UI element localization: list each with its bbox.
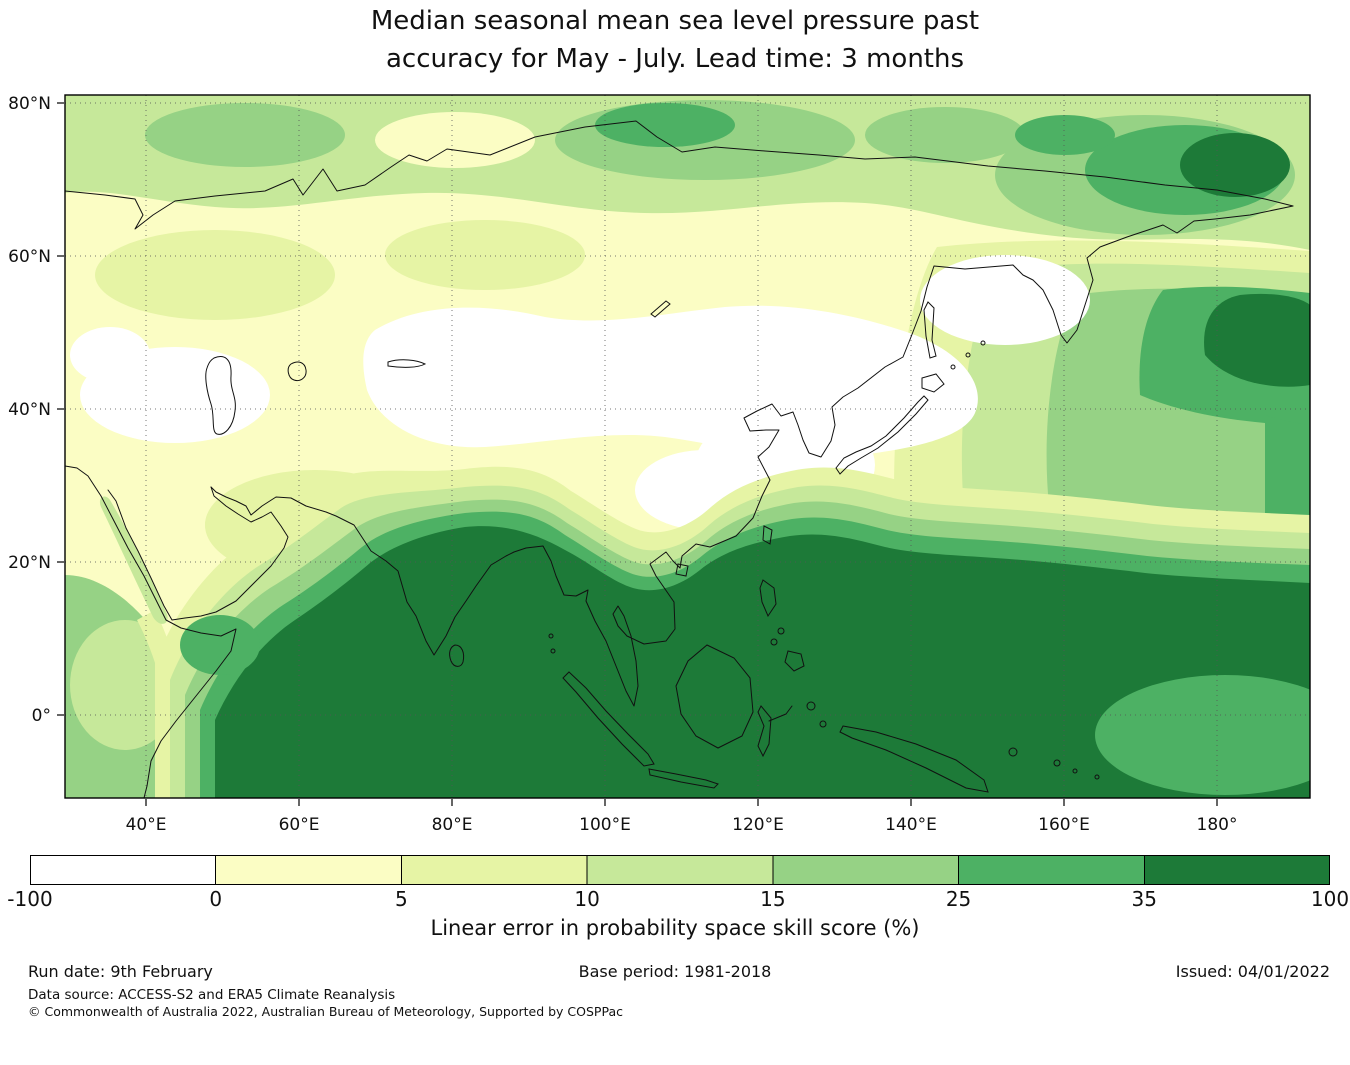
colorbar-segment [30, 855, 217, 885]
solomon-island [1072, 768, 1078, 774]
lon-tick-label: 160°E [1038, 815, 1090, 835]
lon-tick-label: 120°E [732, 815, 784, 835]
map-border [64, 94, 1311, 799]
colorbar [30, 855, 1330, 885]
lon-tick-label: 180° [1197, 815, 1238, 835]
sulawesi-outline [757, 705, 772, 758]
java-outline [648, 768, 719, 789]
colorbar-tick: -100 [7, 887, 53, 911]
japan-honshu-outline [835, 395, 929, 475]
colorbar-caption: Linear error in probability space skill … [430, 916, 920, 940]
colorbar-tick: 10 [574, 887, 600, 911]
latitude-tick-labels: 80°N 60°N 40°N 20°N 0° [8, 94, 51, 726]
new-britain-island [1008, 747, 1018, 757]
longitude-tick-labels: 40°E 60°E 80°E 100°E 120°E 140°E 160°E 1… [126, 815, 1238, 835]
lon-tick-label: 60°E [279, 815, 320, 835]
colorbar-segment [958, 855, 1145, 885]
moluccas-island [819, 720, 827, 728]
colorbar-tick-labels: -100 0 5 10 15 25 35 100 [7, 887, 1349, 913]
lon-tick-label: 40°E [126, 815, 167, 835]
chart-title-line1: Median seasonal mean sea level pressure … [370, 6, 980, 36]
lake-baikal-outline [650, 300, 671, 318]
colorbar-tick: 5 [395, 887, 408, 911]
sakhalin-outline [923, 301, 937, 359]
moluccas-island [806, 701, 816, 711]
lat-tick-label: 60°N [8, 247, 51, 267]
arctic-coastline [65, 120, 1294, 230]
lat-tick-label: 40°N [8, 400, 51, 420]
colorbar-tick: 0 [209, 887, 223, 911]
colorbar-tick: 35 [1131, 887, 1158, 911]
andaman-island [548, 633, 554, 639]
solomon-island [1053, 759, 1061, 767]
colorbar-segment [215, 855, 402, 885]
lake-balkhash-outline [387, 359, 427, 368]
lon-tick-label: 140°E [885, 815, 937, 835]
axis-ticks [57, 102, 1218, 806]
colorbar-segment [400, 855, 588, 885]
run-date-text: Run date: 9th February [28, 962, 213, 981]
sulawesi-arm [768, 705, 793, 722]
chart-title: Median seasonal mean sea level pressure … [0, 2, 1350, 78]
chart-title-line2: accuracy for May - July. Lead time: 3 mo… [385, 44, 965, 74]
caspian-sea-outline [205, 356, 236, 435]
hainan-outline [675, 563, 689, 577]
lat-tick-label: 20°N [8, 553, 51, 573]
eurasia-pacific-coastline [210, 205, 1294, 707]
philippine-island [777, 627, 785, 635]
arabia-coastline [107, 486, 289, 621]
coastline-layer [65, 120, 1294, 798]
colorbar-tick: 15 [760, 887, 786, 911]
graticule-gridlines [65, 95, 1310, 798]
data-source-text: Data source: ACCESS-S2 and ERA5 Climate … [28, 987, 396, 1003]
taiwan-outline [762, 525, 773, 545]
solomon-island [1094, 774, 1100, 780]
base-period-text: Base period: 1981-2018 [578, 962, 772, 981]
borneo-outline [675, 644, 754, 749]
africa-coastline [65, 465, 237, 798]
colorbar-tick: 25 [945, 887, 972, 911]
sri-lanka-outline [449, 644, 465, 667]
sumatra-outline [562, 671, 655, 767]
colorbar-frame [30, 855, 1330, 885]
mindanao-outline [784, 650, 805, 672]
hokkaido-outline [921, 373, 945, 393]
philippine-island [770, 638, 778, 646]
map-plot: 80°N 60°N 40°N 20°N 0° 40°E 60°E 80°E 10… [8, 94, 1311, 835]
new-guinea-outline [839, 725, 989, 793]
colorbar-tick: 100 [1310, 887, 1350, 911]
colorbar-segment [772, 855, 960, 885]
colorbar-segment [586, 855, 774, 885]
issued-date-text: Issued: 04/01/2022 [1175, 962, 1330, 981]
aral-sea-outline [287, 361, 307, 381]
copyright-text: © Commonwealth of Australia 2022, Austra… [28, 1004, 623, 1019]
kuril-island [950, 364, 956, 370]
luzon-outline [759, 579, 777, 618]
colorbar-segment [1143, 855, 1330, 885]
kuril-island [980, 340, 986, 346]
lat-tick-label: 0° [32, 706, 51, 726]
kuril-island [965, 352, 971, 358]
andaman-island [550, 648, 556, 654]
lat-tick-label: 80°N [8, 94, 51, 114]
contour-field [65, 95, 1310, 798]
lon-tick-label: 80°E [432, 815, 473, 835]
lon-tick-label: 100°E [579, 815, 631, 835]
